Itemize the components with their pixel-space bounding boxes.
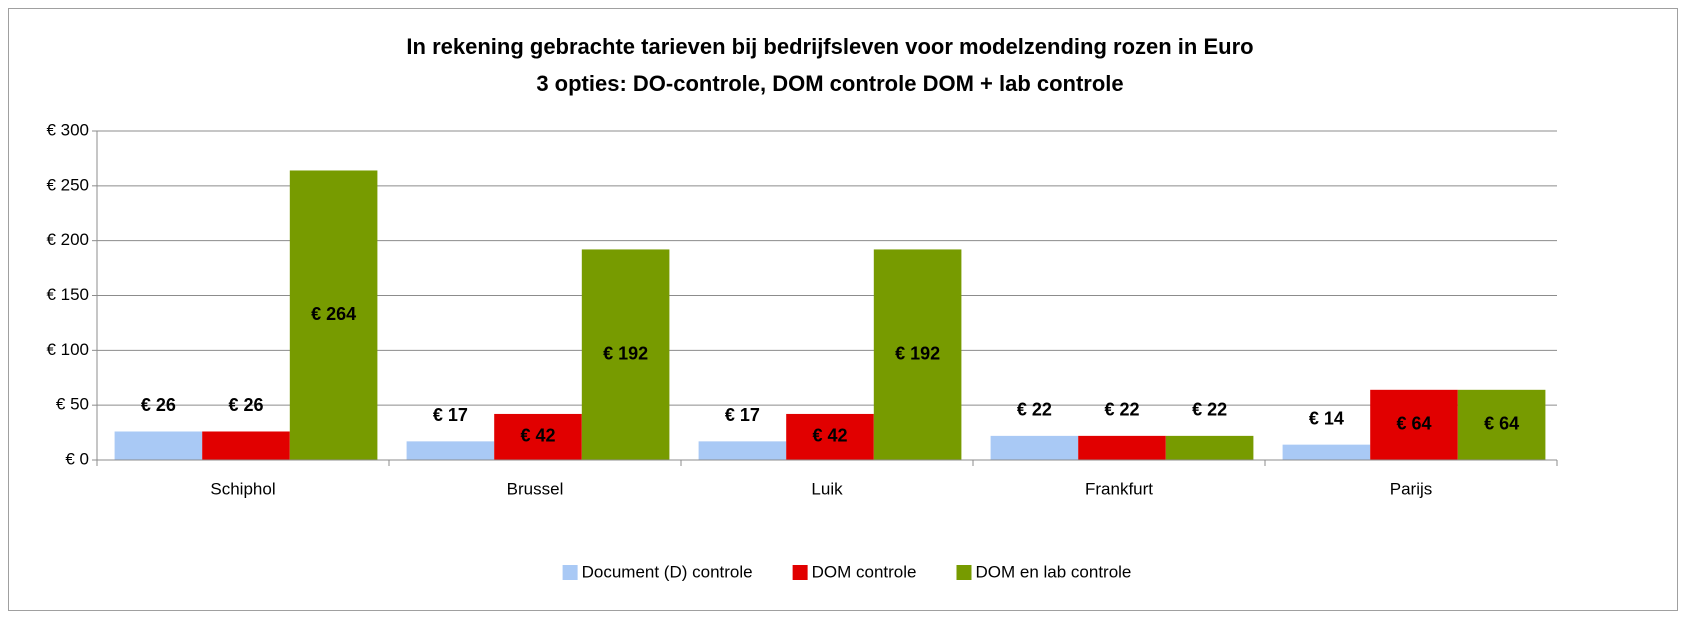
bar [1165, 435, 1254, 460]
bar [1370, 389, 1458, 460]
bar [1282, 444, 1371, 460]
value-label: € 14 [1309, 408, 1344, 428]
value-label: € 42 [520, 426, 555, 446]
value-label: € 22 [1017, 400, 1052, 420]
value-label: € 22 [1104, 400, 1139, 420]
value-label: € 17 [725, 405, 760, 425]
x-tick-label: Parijs [1390, 479, 1433, 498]
y-tick-label: € 200 [46, 230, 89, 249]
y-tick-label: € 300 [46, 120, 89, 139]
x-tick-label: Luik [811, 479, 843, 498]
bar [698, 441, 787, 460]
legend-label: DOM en lab controle [975, 562, 1131, 581]
y-tick-label: € 150 [46, 285, 89, 304]
bar [289, 170, 378, 461]
value-label: € 17 [433, 405, 468, 425]
bar [114, 431, 203, 460]
y-tick-label: € 250 [46, 175, 89, 194]
chart-subtitle: 3 opties: DO-controle, DOM controle DOM … [536, 71, 1123, 96]
value-label: € 64 [1484, 414, 1519, 434]
y-tick-label: € 0 [65, 449, 89, 468]
legend-swatch [562, 565, 578, 580]
x-tick-label: Frankfurt [1085, 479, 1153, 498]
bar [873, 249, 962, 460]
bar [990, 435, 1079, 460]
bar [1457, 389, 1546, 460]
bar [494, 413, 582, 460]
bar [406, 441, 495, 460]
y-tick-label: € 50 [56, 395, 89, 414]
value-label: € 264 [311, 304, 356, 324]
value-label: € 192 [895, 343, 940, 363]
bar [786, 413, 874, 460]
value-label: € 64 [1396, 414, 1431, 434]
value-label: € 26 [228, 395, 263, 415]
legend-label: DOM controle [812, 562, 917, 581]
bar [202, 431, 290, 460]
legend-swatch [956, 565, 972, 580]
legend-swatch [792, 565, 808, 580]
bar [581, 249, 670, 460]
legend-label: Document (D) controle [582, 562, 753, 581]
chart-title: In rekening gebrachte tarieven bij bedri… [406, 34, 1253, 59]
value-label: € 192 [603, 343, 648, 363]
value-label: € 42 [812, 426, 847, 446]
value-label: € 22 [1192, 400, 1227, 420]
chart-border [8, 8, 1678, 611]
x-tick-label: Schiphol [210, 479, 275, 498]
value-label: € 26 [141, 395, 176, 415]
x-tick-label: Brussel [507, 479, 564, 498]
bar [1078, 435, 1166, 460]
y-tick-label: € 100 [46, 340, 89, 359]
